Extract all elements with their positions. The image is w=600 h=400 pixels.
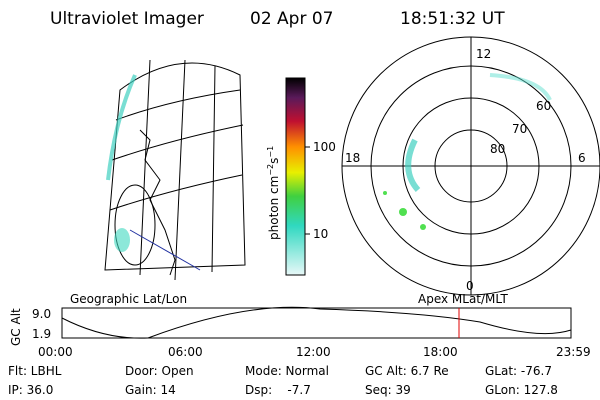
date: 02 Apr 07 <box>250 9 333 29</box>
panel-label: Apex MLat/MLT <box>418 292 508 306</box>
time: 18:51:32 UT <box>400 9 505 29</box>
label-part: s <box>267 158 281 164</box>
colorbar <box>285 77 306 276</box>
colorbar-tick-label: 100 <box>313 140 336 154</box>
status-field: Gain: 14 <box>125 383 176 397</box>
altitude-ytick: 9.0 <box>32 307 51 321</box>
mlt-label: 12 <box>476 47 491 61</box>
footer: Flt: LBHL Door: Open Mode: Normal GC Alt: 6… <box>8 364 558 397</box>
label-part: −1 <box>266 146 275 158</box>
status-field: GC Alt: 6.7 Re <box>365 364 449 378</box>
polar-plot: 12 18 6 0 60 70 80 <box>341 36 600 296</box>
status-field: GLat: -76.7 <box>485 364 552 378</box>
altitude-ytick: 1.9 <box>32 327 51 341</box>
mlt-label: 0 <box>466 279 474 293</box>
colorbar-tick-label: 10 <box>313 227 328 241</box>
status-field: Seq: 39 <box>365 383 411 397</box>
lat-label: 80 <box>490 142 505 156</box>
status-field: Dsp: -7.7 <box>245 383 311 397</box>
colorbar-label: photon cm−2s−1 <box>266 146 281 240</box>
altitude-xtick: 06:00 <box>168 345 203 359</box>
status-field: IP: 36.0 <box>8 383 53 397</box>
altitude-xtick: 12:00 <box>296 345 331 359</box>
altitude-xtick: 18:00 <box>423 345 458 359</box>
geographic-map <box>104 59 246 281</box>
lat-label: 70 <box>512 122 527 136</box>
panel-label: Geographic Lat/Lon <box>70 292 187 306</box>
lat-label: 60 <box>536 99 551 113</box>
altitude-ylabel: GC Alt <box>9 308 23 346</box>
status-field: Flt: LBHL <box>8 364 62 378</box>
label-part: photon cm <box>267 176 281 240</box>
altitude-plot <box>61 306 572 339</box>
altitude-xtick: 23:59 <box>556 345 591 359</box>
status-field: Mode: Normal <box>245 364 329 378</box>
label-part: −2 <box>266 164 275 176</box>
status-field: Door: Open <box>125 364 194 378</box>
mlt-label: 18 <box>345 151 360 165</box>
mlt-label: 6 <box>578 151 586 165</box>
status-field: GLon: 127.8 <box>485 383 558 397</box>
instrument-title: Ultraviolet Imager <box>50 9 204 29</box>
altitude-xtick: 00:00 <box>38 345 73 359</box>
